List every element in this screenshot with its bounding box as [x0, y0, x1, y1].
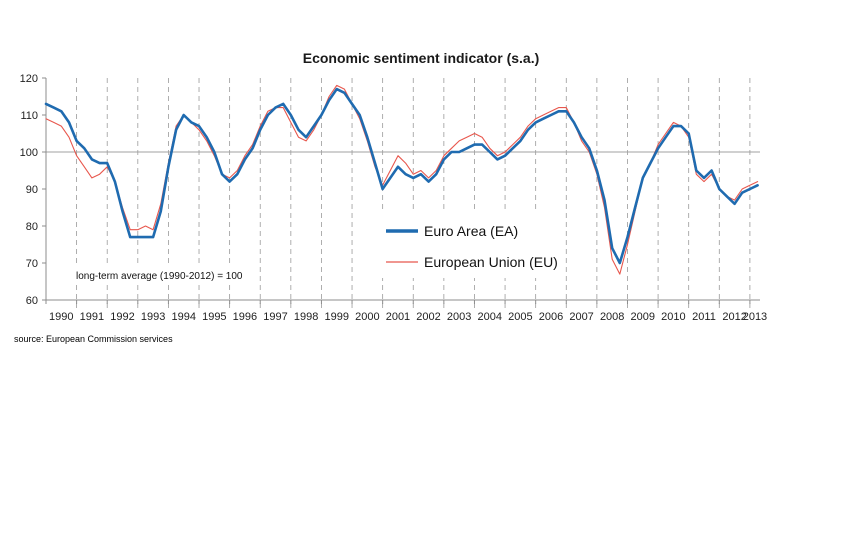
x-tick-label: 1993 [141, 311, 165, 323]
source-note: source: European Commission services [14, 334, 173, 344]
x-tick-label: 1997 [263, 311, 287, 323]
chart-title: Economic sentiment indicator (s.a.) [302, 50, 540, 66]
x-tick-label: 2008 [600, 311, 624, 323]
y-tick-label: 70 [26, 258, 38, 270]
legend-background [374, 210, 564, 278]
x-tick-label: 2001 [386, 311, 410, 323]
x-tick-label: 2002 [416, 311, 440, 323]
x-tick-label: 2013 [743, 311, 767, 323]
legend-label-eu: European Union (EU) [424, 254, 558, 270]
y-tick-label: 100 [20, 147, 38, 159]
x-tick-label: 2010 [661, 311, 685, 323]
x-tick-label: 2012 [722, 311, 746, 323]
axis-layer: 60 70 80 90 100 110 120 1990 1991 1992 1993 1994 199… [20, 73, 768, 323]
x-tick-label: 1994 [171, 311, 195, 323]
x-tick-label: 1992 [110, 311, 134, 323]
x-tick-label: 1999 [324, 311, 348, 323]
annotation-background [70, 266, 254, 284]
y-tick-label: 110 [20, 110, 38, 122]
x-tick-label: 2011 [692, 311, 716, 323]
x-tick-label: 2009 [631, 311, 655, 323]
x-tick-label: 1996 [233, 311, 257, 323]
x-tick-label: 1998 [294, 311, 318, 323]
x-tick-label: 1990 [49, 311, 73, 323]
x-tick-label: 2007 [569, 311, 593, 323]
x-tick-label: 1991 [80, 311, 104, 323]
annotation-text: long-term average (1990-2012) = 100 [76, 271, 243, 282]
x-tick-label: 2006 [539, 311, 563, 323]
y-tick-label: 120 [20, 73, 38, 85]
x-tick-label: 2004 [478, 311, 502, 323]
series-line-ea [44, 87, 759, 265]
y-tick-label: 80 [26, 221, 38, 233]
y-tick-label: 90 [26, 184, 38, 196]
x-tick-label: 2000 [355, 311, 379, 323]
legend: Euro Area (EA) European Union (EU) [374, 210, 564, 278]
x-tick-label: 2005 [508, 311, 532, 323]
y-tick-label: 60 [26, 295, 38, 307]
x-tick-label: 2003 [447, 311, 471, 323]
series-layer [44, 84, 759, 275]
x-tick-label: 1995 [202, 311, 226, 323]
legend-label-ea: Euro Area (EA) [424, 223, 518, 239]
